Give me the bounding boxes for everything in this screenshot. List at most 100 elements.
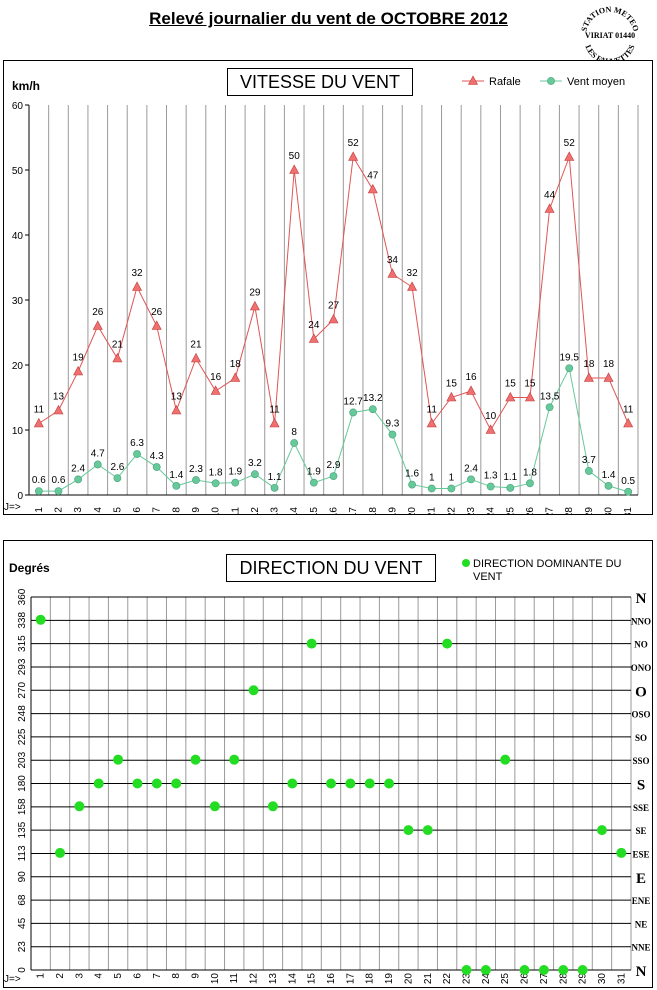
gust-data-label: 19 [73, 353, 85, 364]
speed-x-tick-label: 10 [211, 507, 222, 514]
direction-point [132, 778, 143, 789]
gust-point [367, 183, 378, 194]
gust-point [112, 352, 123, 363]
speed-x-tick-label: 4 [93, 507, 104, 513]
speed-x-tick-label: 8 [171, 507, 182, 513]
gust-data-label: 11 [269, 405, 280, 416]
speed-y-tick-label: 50 [12, 166, 24, 177]
compass-label: S [637, 778, 645, 794]
speed-x-tick-label: 2 [53, 507, 64, 513]
mean-point [309, 478, 318, 487]
gust-point [328, 313, 339, 324]
mean-point [368, 405, 377, 414]
direction-y-tick-label: 293 [17, 658, 28, 675]
speed-x-tick-label: 16 [329, 507, 340, 514]
speed-x-tick-label: 31 [623, 507, 634, 514]
compass-label: E [636, 871, 646, 887]
direction-x-tick-label: 3 [74, 973, 85, 979]
mean-data-label: 6.3 [130, 438, 144, 449]
direction-x-tick-label: 17 [345, 973, 356, 985]
compass-label: SE [635, 826, 646, 836]
compass-label: ENE [632, 896, 651, 906]
direction-point [384, 778, 395, 789]
speed-x-tick-label: 7 [152, 507, 163, 513]
mean-point [211, 479, 220, 488]
gust-point [73, 365, 84, 376]
mean-data-label: 8 [291, 427, 297, 438]
speed-x-tick-label: 6 [132, 507, 143, 513]
mean-point [486, 482, 495, 491]
direction-point [480, 965, 491, 975]
gust-point [426, 417, 437, 428]
speed-x-tick-label: 28 [564, 507, 575, 514]
legend-gust-marker [468, 75, 478, 85]
mean-data-label: 1.1 [268, 472, 282, 483]
gust-data-label: 15 [524, 379, 536, 390]
speed-x-tick-label: 11 [230, 507, 241, 514]
mean-point [447, 484, 456, 493]
direction-x-tick-label: 12 [249, 973, 260, 985]
direction-x-tick-label: 29 [578, 973, 589, 985]
compass-label: ONO [631, 663, 652, 673]
gust-data-label: 18 [583, 359, 595, 370]
mean-data-label: 0.6 [52, 475, 66, 486]
gust-point [544, 203, 555, 213]
gust-point [171, 404, 182, 415]
mean-data-label: 2.3 [189, 464, 203, 475]
gust-data-label: 26 [92, 307, 104, 318]
direction-y-tick-label: 180 [17, 775, 28, 792]
direction-y-tick-label: 113 [17, 845, 28, 861]
direction-point [209, 801, 220, 812]
gust-data-label: 13 [171, 392, 183, 403]
direction-y-tick-label: 225 [17, 728, 28, 745]
gust-data-label: 52 [348, 138, 360, 149]
mean-point [506, 483, 515, 492]
direction-y-tick-label: 315 [17, 635, 28, 652]
speed-chart-panel: km/h 0 10 20 30 40 50 60 J=> 1 2 3 4 5 6 7 8 9 10 11 12 13 14 1… [3, 60, 653, 515]
mean-point [290, 439, 299, 447]
speed-x-tick-label: 23 [466, 507, 477, 514]
mean-point [427, 484, 436, 493]
mean-data-label: 4.7 [91, 448, 105, 459]
speed-chart-title: VITESSE DU VENT [227, 68, 413, 96]
direction-x-tick-label: 25 [500, 973, 511, 985]
compass-label: NNO [631, 616, 651, 626]
direction-x-tick-label: 11 [229, 973, 240, 984]
gust-point [151, 320, 162, 330]
gust-point [53, 404, 64, 415]
mean-data-label: 1.8 [209, 467, 223, 478]
gust-point [505, 391, 516, 402]
mean-data-label: 19.5 [560, 352, 580, 363]
mean-point [408, 480, 416, 489]
direction-point [113, 754, 124, 765]
mean-point [545, 403, 554, 412]
direction-point [596, 825, 607, 836]
gust-data-label: 10 [485, 411, 497, 422]
speed-x-prefix: J=> [4, 502, 21, 513]
mean-data-label: 2.9 [327, 460, 341, 471]
gust-point [348, 151, 359, 161]
mean-data-label: 1.1 [503, 472, 517, 483]
direction-y-tick-label: 338 [17, 612, 28, 629]
gust-point [485, 424, 496, 434]
page-title: Relevé journalier du vent de OCTOBRE 201… [149, 9, 508, 28]
direction-point [500, 754, 511, 765]
mean-point [133, 450, 141, 458]
compass-label: NNE [631, 943, 650, 953]
mean-data-label: 1.3 [484, 471, 498, 482]
mean-point [231, 478, 240, 487]
mean-point [152, 463, 161, 471]
mean-data-label: 1.6 [405, 469, 419, 480]
mean-data-label: 3.2 [248, 458, 262, 469]
gust-data-label: 21 [112, 340, 124, 351]
mean-point [584, 467, 593, 475]
direction-point [442, 638, 453, 649]
direction-x-tick-label: 22 [442, 973, 453, 985]
mean-data-label: 1.4 [169, 470, 183, 481]
gust-data-label: 32 [131, 268, 143, 279]
direction-point [190, 754, 201, 765]
speed-x-tick-label: 29 [584, 507, 595, 514]
speed-x-tick-label: 14 [289, 507, 300, 514]
mean-point [251, 470, 259, 479]
